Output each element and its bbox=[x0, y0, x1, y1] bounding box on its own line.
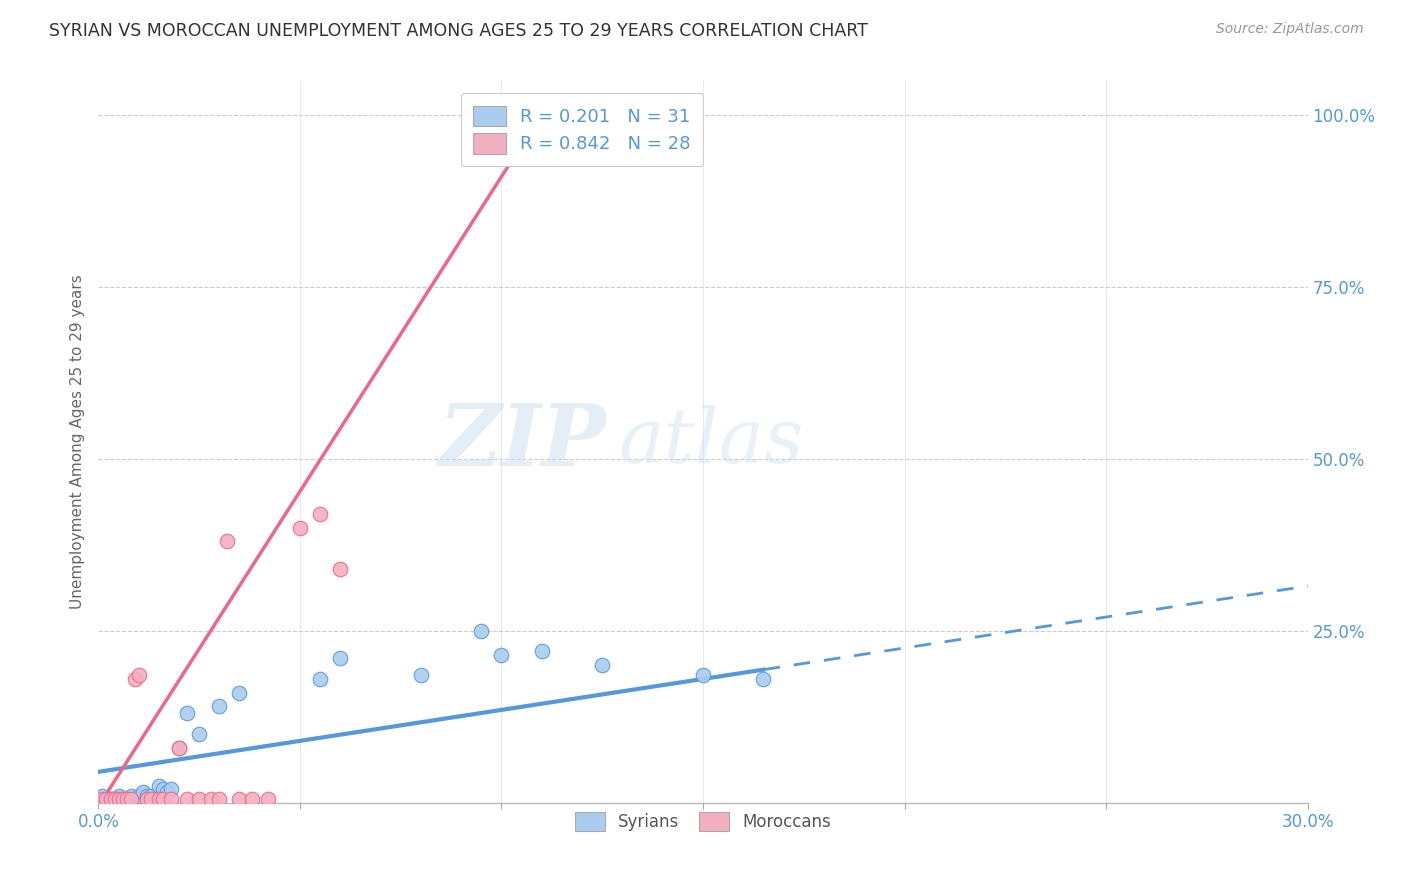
Point bbox=[208, 699, 231, 714]
Point bbox=[188, 727, 211, 741]
Text: ZIP: ZIP bbox=[439, 400, 606, 483]
Point bbox=[167, 740, 190, 755]
Text: SYRIAN VS MOROCCAN UNEMPLOYMENT AMONG AGES 25 TO 29 YEARS CORRELATION CHART: SYRIAN VS MOROCCAN UNEMPLOYMENT AMONG AG… bbox=[49, 22, 868, 40]
Point bbox=[160, 782, 183, 797]
Point bbox=[103, 792, 125, 806]
Point bbox=[148, 779, 170, 793]
Point bbox=[752, 672, 775, 686]
Point bbox=[491, 648, 513, 662]
Point bbox=[470, 624, 492, 638]
Point bbox=[692, 668, 714, 682]
Point bbox=[167, 740, 190, 755]
Text: atlas: atlas bbox=[619, 405, 804, 478]
Point bbox=[120, 789, 142, 803]
Point bbox=[103, 792, 125, 806]
Point bbox=[135, 792, 157, 806]
Point bbox=[107, 789, 129, 803]
Point bbox=[115, 792, 138, 806]
Point bbox=[128, 789, 150, 803]
Point bbox=[100, 792, 122, 806]
Point bbox=[124, 672, 146, 686]
Point bbox=[135, 789, 157, 803]
Point bbox=[329, 651, 352, 665]
Point bbox=[200, 792, 222, 806]
Point bbox=[96, 792, 118, 806]
Point bbox=[152, 782, 174, 797]
Point bbox=[530, 108, 553, 122]
Point bbox=[240, 792, 263, 806]
Point bbox=[156, 785, 179, 799]
Point bbox=[228, 686, 250, 700]
Text: Source: ZipAtlas.com: Source: ZipAtlas.com bbox=[1216, 22, 1364, 37]
Point bbox=[91, 789, 114, 803]
Legend: Syrians, Moroccans: Syrians, Moroccans bbox=[568, 805, 838, 838]
Point bbox=[128, 668, 150, 682]
Point bbox=[120, 792, 142, 806]
Point bbox=[188, 792, 211, 806]
Point bbox=[309, 507, 332, 521]
Point bbox=[148, 792, 170, 806]
Point bbox=[139, 789, 162, 803]
Point bbox=[288, 520, 311, 534]
Point bbox=[208, 792, 231, 806]
Point bbox=[256, 792, 278, 806]
Point bbox=[309, 672, 332, 686]
Point bbox=[124, 792, 146, 806]
Point bbox=[591, 658, 613, 673]
Point bbox=[111, 792, 134, 806]
Point bbox=[132, 785, 155, 799]
Y-axis label: Unemployment Among Ages 25 to 29 years: Unemployment Among Ages 25 to 29 years bbox=[69, 274, 84, 609]
Point bbox=[107, 792, 129, 806]
Point bbox=[139, 792, 162, 806]
Point bbox=[217, 534, 239, 549]
Point bbox=[228, 792, 250, 806]
Point bbox=[530, 644, 553, 658]
Point bbox=[91, 792, 114, 806]
Point bbox=[100, 792, 122, 806]
Point bbox=[329, 562, 352, 576]
Point bbox=[152, 792, 174, 806]
Point bbox=[409, 668, 432, 682]
Point bbox=[160, 792, 183, 806]
Point bbox=[96, 792, 118, 806]
Point bbox=[115, 792, 138, 806]
Point bbox=[176, 792, 198, 806]
Point bbox=[111, 792, 134, 806]
Point bbox=[176, 706, 198, 721]
